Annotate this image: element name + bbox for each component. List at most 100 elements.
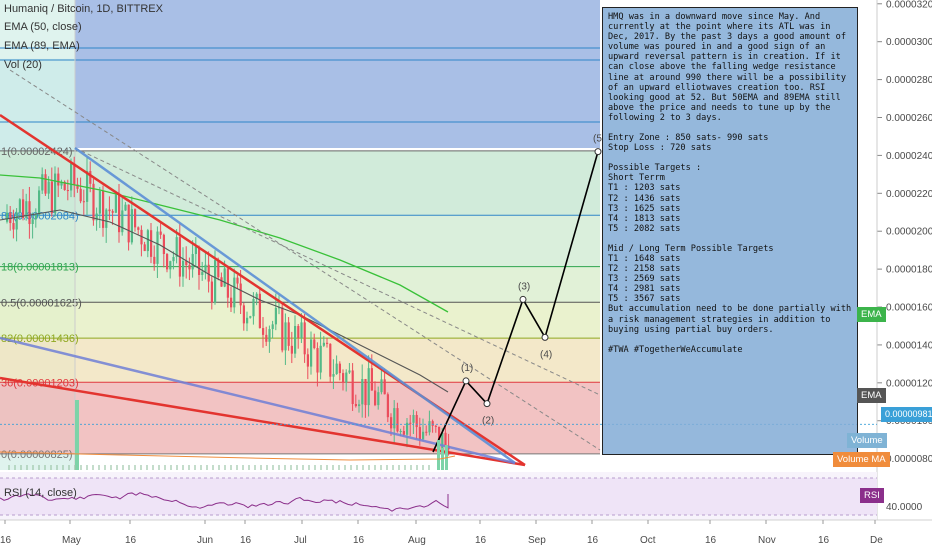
candle-body xyxy=(70,163,73,191)
volume-bar xyxy=(80,465,82,470)
volume-bar xyxy=(104,465,106,470)
candle-body xyxy=(329,343,332,377)
candle-body xyxy=(268,329,271,342)
candle-body xyxy=(143,244,146,252)
candle-body xyxy=(166,254,169,270)
note-short-title: Short Terrm xyxy=(608,173,665,184)
volume-bar xyxy=(278,465,280,470)
fib-zone-1 xyxy=(0,215,600,267)
candle-body xyxy=(351,370,354,405)
ema89-line xyxy=(0,174,449,313)
candle-body xyxy=(175,237,178,257)
volume-bar xyxy=(344,465,346,470)
candle-body xyxy=(204,264,207,272)
fib-label-2: 18(0.00001813) xyxy=(1,262,79,274)
candle-body xyxy=(258,293,261,329)
volume-tag: Volume xyxy=(847,433,887,448)
volume-bar xyxy=(146,465,148,470)
candle-body xyxy=(140,229,143,245)
candle-body xyxy=(319,345,322,373)
volume-bar xyxy=(338,465,340,470)
candle-body xyxy=(434,425,437,427)
rsi-line xyxy=(0,492,449,512)
candle-body xyxy=(194,246,197,255)
candle-body xyxy=(188,265,191,270)
volume-bar xyxy=(296,465,298,470)
candle-body xyxy=(127,204,130,243)
volume-bar xyxy=(110,465,112,470)
volume-bar xyxy=(200,465,202,470)
candle-body xyxy=(338,363,341,374)
wedge-support-blue xyxy=(0,336,516,465)
symbol-legend[interactable]: Humaniq / Bitcoin, 1D, BITTREX xyxy=(4,3,163,15)
candle-body xyxy=(431,421,434,426)
candle-body xyxy=(265,334,268,342)
ema50-legend[interactable]: EMA (50, close) xyxy=(4,21,82,33)
rsi-band xyxy=(0,478,877,515)
rsi-price-tag: RSI xyxy=(860,488,884,503)
candle-body xyxy=(377,392,380,406)
candle-body xyxy=(358,404,361,407)
wave-point-2 xyxy=(483,400,491,408)
candle-body xyxy=(217,260,220,278)
candle-body xyxy=(223,268,226,287)
wave-point-5 xyxy=(594,148,602,156)
volume-bar xyxy=(254,465,256,470)
candle-body xyxy=(121,210,124,233)
volume-bar xyxy=(38,465,40,470)
ema50-price-tag: EMA xyxy=(857,388,886,403)
candle-body xyxy=(111,211,114,213)
volume-bar xyxy=(302,465,304,470)
note-targets-title: Possible Targets : xyxy=(608,163,702,174)
fib-zone-4 xyxy=(0,338,600,383)
candle-body xyxy=(239,283,242,306)
volume-bar xyxy=(152,465,154,470)
volume-bar xyxy=(422,465,424,470)
wave-point-3 xyxy=(519,295,527,303)
volume-bar xyxy=(356,465,358,470)
x-tick-11: Oct xyxy=(640,535,656,546)
ema89-legend[interactable]: EMA (89, EMA) xyxy=(4,40,80,52)
candle-body xyxy=(50,181,53,214)
analysis-note[interactable]: HMQ was in a downward move since May. An… xyxy=(602,7,858,455)
candle-body xyxy=(28,201,31,225)
ema50-line xyxy=(0,209,449,393)
volume-bar xyxy=(428,465,430,470)
volume-bar-1 xyxy=(437,440,440,470)
volume-bar xyxy=(116,465,118,470)
dashed-channel-lower xyxy=(74,147,601,396)
note-short-t2: T2 : 1436 sats xyxy=(608,193,681,204)
candle-body xyxy=(134,209,137,228)
candle-body xyxy=(146,230,149,252)
volume-bar xyxy=(182,465,184,470)
volume-bar xyxy=(50,465,52,470)
volume-bar xyxy=(332,465,334,470)
x-tick-8: 16 xyxy=(475,535,487,546)
fib-label-6: 0(0.00000825) xyxy=(1,449,73,461)
x-tick-1: May xyxy=(62,535,81,546)
candle-body xyxy=(34,214,37,220)
volume-bar xyxy=(284,465,286,470)
wave-label-1: (1) xyxy=(461,363,473,374)
candle-body xyxy=(220,277,223,287)
candle-body xyxy=(54,173,57,214)
note-mid-t5: T5 : 3567 sats xyxy=(608,294,681,305)
volume-bar xyxy=(374,465,376,470)
rsi-legend[interactable]: RSI (14, close) xyxy=(4,487,77,499)
candle-body xyxy=(313,339,316,349)
volume-legend[interactable]: Vol (20) xyxy=(4,59,42,71)
candle-body xyxy=(226,268,229,298)
volume-bar xyxy=(398,465,400,470)
candle-body xyxy=(310,339,313,367)
volume-bar xyxy=(212,465,214,470)
candle-body xyxy=(102,191,105,228)
candle-body xyxy=(38,190,41,215)
volume-bar xyxy=(218,465,220,470)
volume-bar xyxy=(236,465,238,470)
